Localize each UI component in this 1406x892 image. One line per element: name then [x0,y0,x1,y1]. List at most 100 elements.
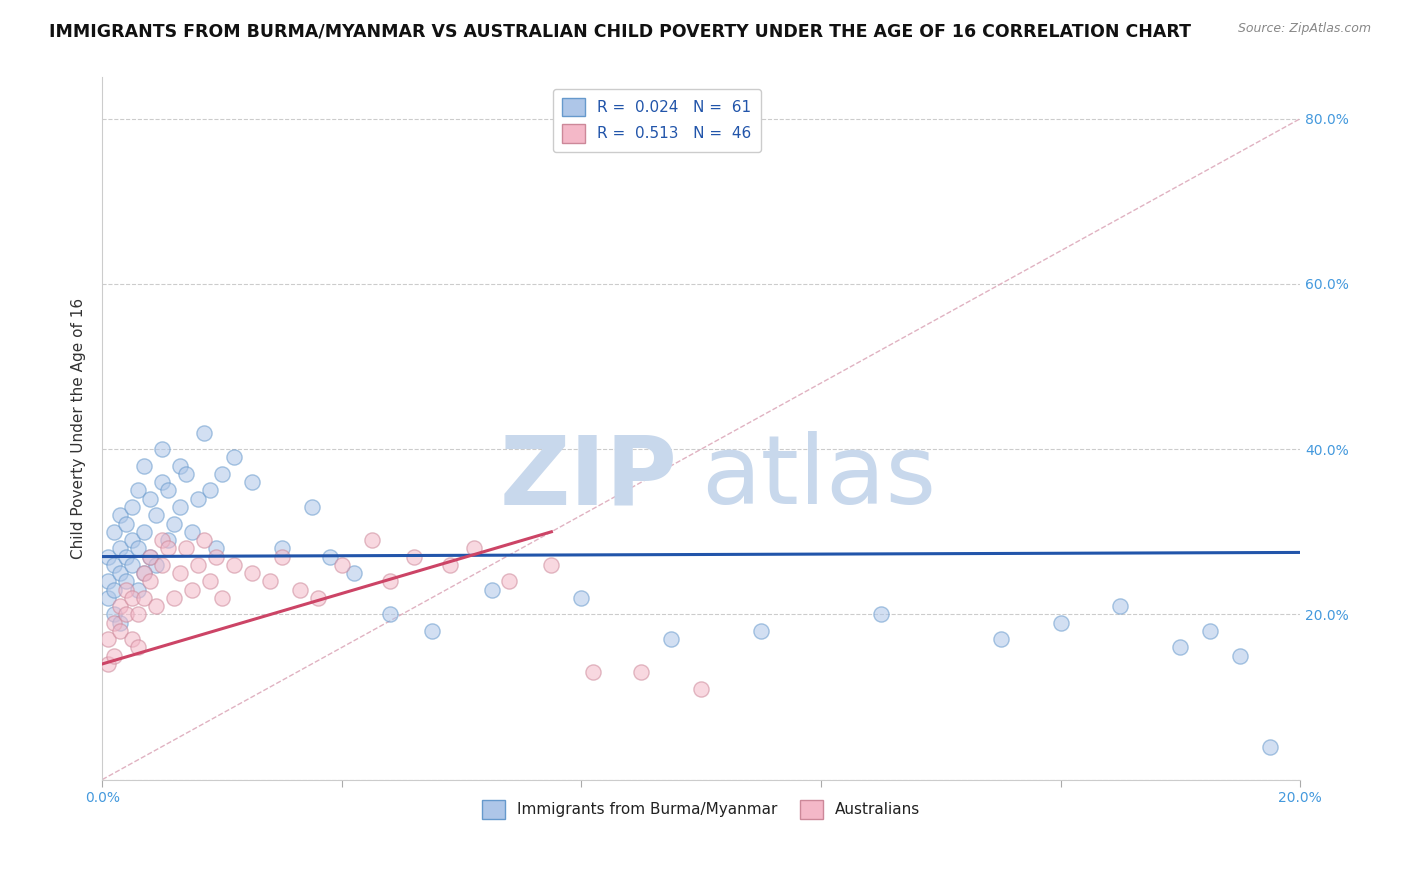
Point [97,591,120,605]
Point [108,624,131,638]
Point [205,541,228,556]
Point [481,582,503,597]
Point [463,541,485,556]
Point [330,558,353,572]
Point [198,483,221,498]
Point [108,615,131,630]
Point [319,549,342,564]
Point [108,566,131,580]
Y-axis label: Child Poverty Under the Age of 16: Child Poverty Under the Age of 16 [72,298,86,559]
Point [1258,739,1281,754]
Point [630,665,652,680]
Point [193,533,215,547]
Point [134,566,156,580]
Point [150,475,173,490]
Point [540,558,562,572]
Point [145,508,167,523]
Point [288,582,311,597]
Point [343,566,366,580]
Point [1109,599,1132,614]
Point [103,615,125,630]
Point [115,516,138,531]
Point [134,458,156,473]
Point [749,624,772,638]
Text: atlas: atlas [702,431,936,524]
Point [97,657,120,671]
Point [157,541,180,556]
Point [115,607,138,622]
Point [211,467,233,481]
Point [150,533,173,547]
Point [198,574,221,589]
Point [690,681,713,696]
Point [157,533,180,547]
Point [121,558,143,572]
Point [103,607,125,622]
Point [134,524,156,539]
Point [115,549,138,564]
Point [139,491,162,506]
Point [498,574,520,589]
Point [181,524,204,539]
Point [1168,640,1191,655]
Point [187,491,209,506]
Point [127,541,149,556]
Text: ZIP: ZIP [499,431,678,524]
Point [150,558,173,572]
Point [139,574,162,589]
Point [378,607,401,622]
Point [163,516,186,531]
Text: Source: ZipAtlas.com: Source: ZipAtlas.com [1237,22,1371,36]
Point [187,558,209,572]
Point [307,591,329,605]
Point [134,591,156,605]
Point [169,500,191,514]
Point [193,425,215,440]
Point [169,566,191,580]
Point [121,591,143,605]
Point [115,582,138,597]
Point [222,558,245,572]
Point [181,582,204,597]
Point [439,558,461,572]
Point [97,632,120,647]
Point [97,549,120,564]
Point [1199,624,1222,638]
Point [139,549,162,564]
Point [169,458,191,473]
Point [108,541,131,556]
Point [402,549,425,564]
Point [259,574,281,589]
Point [174,467,197,481]
Point [659,632,682,647]
Point [121,533,143,547]
Point [174,541,197,556]
Point [134,566,156,580]
Point [103,524,125,539]
Point [240,475,263,490]
Point [378,574,401,589]
Point [1049,615,1071,630]
Point [103,558,125,572]
Point [121,632,143,647]
Point [270,549,292,564]
Point [97,574,120,589]
Point [240,566,263,580]
Point [157,483,180,498]
Point [108,508,131,523]
Point [108,599,131,614]
Point [115,574,138,589]
Text: IMMIGRANTS FROM BURMA/MYANMAR VS AUSTRALIAN CHILD POVERTY UNDER THE AGE OF 16 CO: IMMIGRANTS FROM BURMA/MYANMAR VS AUSTRAL… [49,22,1191,40]
Point [150,442,173,457]
Legend: Immigrants from Burma/Myanmar, Australians: Immigrants from Burma/Myanmar, Australia… [475,794,927,824]
Point [103,582,125,597]
Point [569,591,592,605]
Point [582,665,605,680]
Point [301,500,323,514]
Point [145,558,167,572]
Point [360,533,382,547]
Point [127,640,149,655]
Point [127,582,149,597]
Point [420,624,443,638]
Point [1229,648,1251,663]
